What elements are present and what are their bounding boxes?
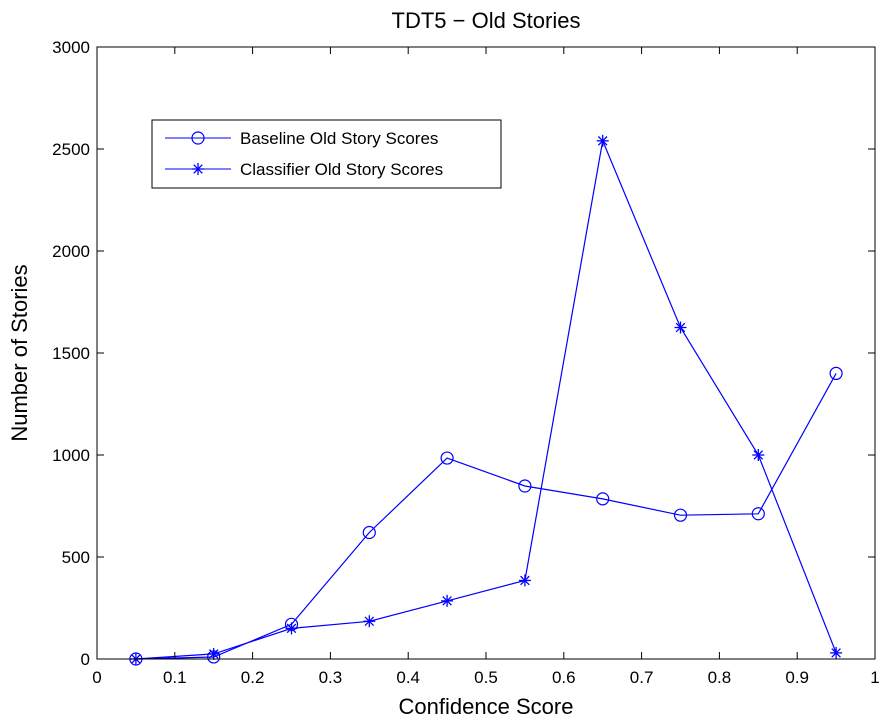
data-point-asterisk [596,134,609,147]
x-tick-label: 0.2 [241,668,265,687]
data-point-circle [440,451,454,465]
x-tick-label: 0.1 [163,668,187,687]
data-point-asterisk [441,594,454,607]
y-tick-label: 1500 [52,344,90,363]
x-tick-label: 0.9 [785,668,809,687]
x-tick-label: 0.7 [630,668,654,687]
data-point-asterisk [830,646,843,659]
data-point-circle [518,479,532,493]
chart-title: TDT5 − Old Stories [392,8,581,33]
legend-marker-classifier [192,163,204,175]
x-tick-label: 0 [92,668,101,687]
y-tick-label: 2500 [52,140,90,159]
x-tick-label: 0.4 [396,668,420,687]
x-tick-label: 0.8 [708,668,732,687]
data-point-circle [751,507,765,521]
data-point-asterisk [752,449,765,461]
data-point-asterisk [363,615,376,628]
legend-label-baseline: Baseline Old Story Scores [240,129,438,148]
series-line [135,138,837,660]
legend-box [151,119,502,189]
x-tick-label: 0.6 [552,668,576,687]
y-axis-title: Number of Stories [7,264,32,441]
data-point-circle [673,508,688,522]
y-tick-label: 0 [81,650,90,669]
legend-asterisk-icon [192,163,204,175]
y-tick-label: 500 [62,548,90,567]
data-point-asterisk [518,574,531,587]
y-tick-label: 1000 [52,446,90,465]
axis-ticks: 0 0.1 0.2 0.3 0.4 0.5 0.6 0.7 0.8 0.9 1 0 500 1000 150… [52,38,880,687]
y-tick-label: 3000 [52,38,90,57]
x-axis-title: Confidence Score [399,694,574,719]
series-classifier [129,134,843,665]
x-tick-label: 0.3 [319,668,343,687]
data-point-asterisk [207,647,220,660]
data-point-asterisk [674,321,687,334]
legend: Baseline Old Story Scores Classifier Old… [151,119,502,189]
data-point-circle [829,366,843,380]
y-tick-label: 2000 [52,242,90,261]
data-point-asterisk [285,622,298,635]
legend-label-classifier: Classifier Old Story Scores [240,160,443,179]
data-point-circle [362,525,376,540]
series-baseline [129,366,843,666]
series-line [135,373,837,660]
x-tick-label: 0.5 [474,668,498,687]
x-tick-label: 1 [870,668,879,687]
data-point-circle [596,492,610,506]
series-layer [129,134,843,666]
legend-marker-baseline [191,131,205,145]
